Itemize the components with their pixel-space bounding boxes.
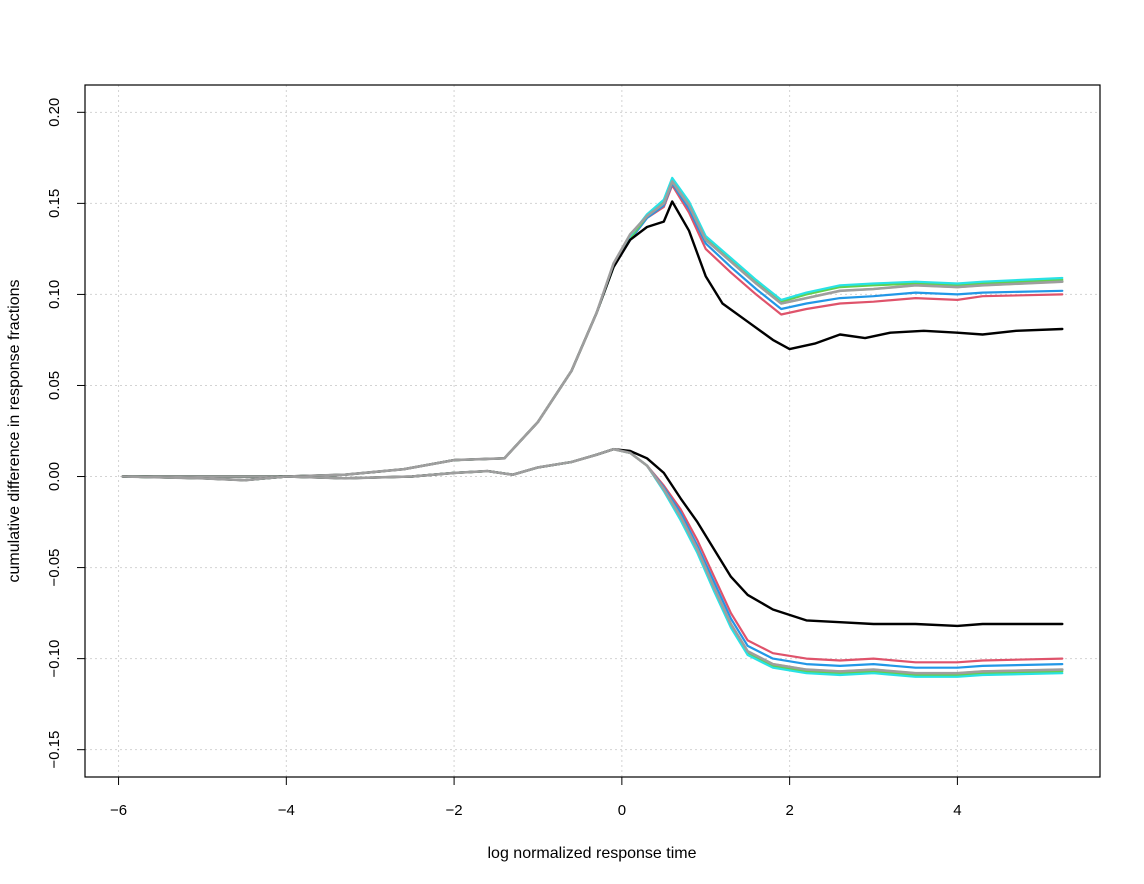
y-axis-title: cumulative difference in response fracti… [6, 280, 23, 583]
y-tick-label: 0.00 [46, 462, 63, 491]
x-tick-label: 4 [953, 802, 961, 819]
x-tick-label: −2 [446, 802, 463, 819]
x-tick-label: −4 [278, 802, 295, 819]
y-tick-label: −0.10 [46, 640, 63, 678]
y-tick-label: 0.05 [46, 371, 63, 400]
y-tick-label: 0.10 [46, 280, 63, 309]
y-tick-label: −0.15 [46, 731, 63, 769]
x-axis: −6 −4 −2 0 2 4 [110, 776, 962, 819]
x-tick-label: −6 [110, 802, 127, 819]
y-tick-label: 0.20 [46, 98, 63, 127]
series-line [121, 447, 1064, 675]
y-axis: −0.15 −0.10 −0.05 0.00 0.05 0.10 0.15 0.20 [46, 98, 85, 769]
grid-lines [85, 85, 1100, 777]
x-tick-label: 0 [618, 802, 626, 819]
x-axis-title: log normalized response time [488, 845, 697, 862]
x-tick-label: 2 [785, 802, 793, 819]
data-series [121, 176, 1064, 678]
y-tick-label: 0.15 [46, 189, 63, 218]
series-line [121, 180, 1064, 478]
y-tick-label: −0.05 [46, 549, 63, 587]
